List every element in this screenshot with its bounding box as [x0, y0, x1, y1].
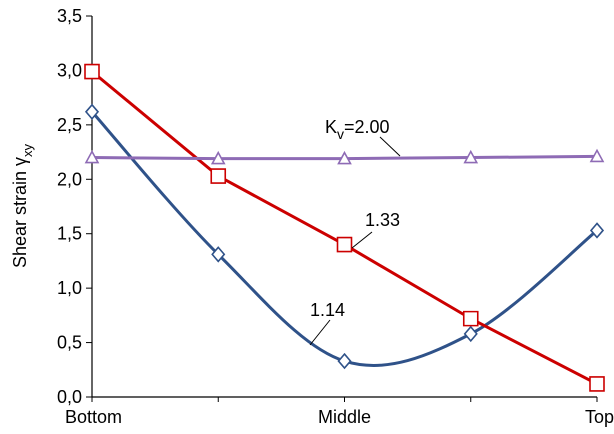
y-tick-label: 1,5: [57, 224, 82, 244]
y-axis-label: Shear strain γxy: [10, 143, 35, 268]
y-tick-label: 0,5: [57, 333, 82, 353]
marker: [84, 149, 100, 164]
marker: [211, 246, 226, 263]
marker: [84, 63, 100, 80]
y-tick-label: 2,5: [57, 115, 82, 135]
series-label-part: 1.33: [365, 210, 400, 230]
marker: [589, 148, 605, 163]
annotation-leader: [379, 136, 401, 157]
marker: [336, 236, 353, 253]
y-tick-label: 1,0: [57, 278, 82, 298]
y-tick-label: 3,0: [57, 60, 82, 80]
series-label: 1.14: [310, 300, 345, 320]
marker: [210, 150, 226, 165]
marker: [589, 222, 605, 239]
marker: [463, 325, 478, 343]
x-tick-label: Top: [585, 407, 614, 427]
y-label-subscript: xy: [20, 143, 35, 157]
y-label-text: Shear strain γ: [10, 157, 30, 268]
series-label-part: v: [337, 126, 344, 142]
x-tick-label: Middle: [318, 407, 371, 427]
annotation-leader: [351, 231, 373, 249]
series-label-part: =2.00: [344, 117, 390, 137]
marker: [463, 149, 479, 164]
marker: [462, 310, 479, 327]
series-label: Kv=2.00: [325, 117, 390, 142]
y-tick-label: 3,5: [57, 6, 82, 26]
series-label: 1.33: [365, 210, 400, 230]
marker: [589, 376, 605, 392]
y-tick-label: 2,0: [57, 169, 82, 189]
y-tick-label: 0,0: [57, 387, 82, 407]
series-label-part: K: [325, 117, 337, 137]
marker: [337, 150, 352, 165]
marker: [84, 103, 100, 121]
marker: [337, 352, 352, 370]
annotation-leader: [309, 319, 331, 346]
marker: [210, 168, 227, 184]
series-label-part: 1.14: [310, 300, 345, 320]
x-tick-label: Bottom: [65, 407, 122, 427]
